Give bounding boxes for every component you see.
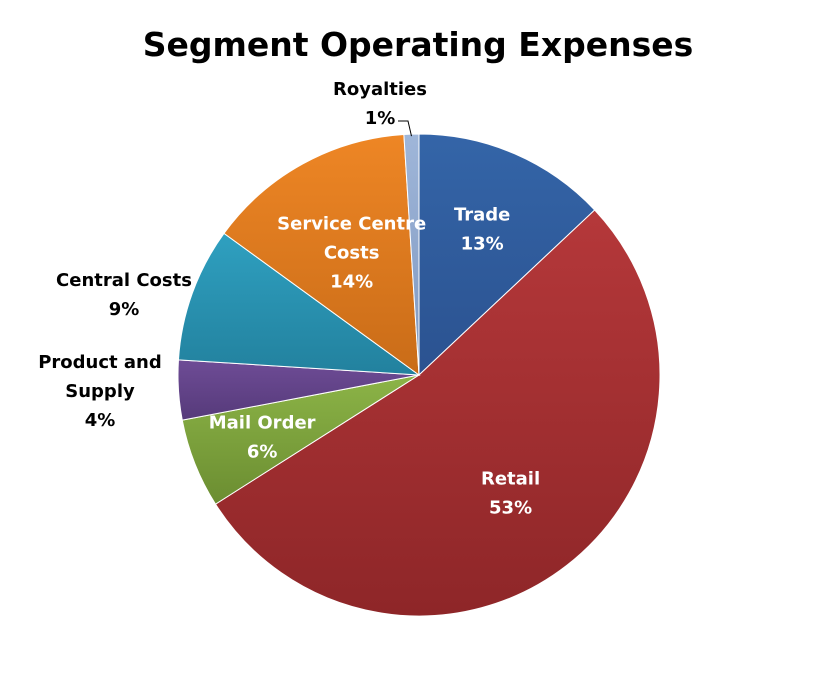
slice-label-product-and-supply: Product and Supply 4%: [38, 352, 162, 431]
slice-label-mail-order: Mail Order 6%: [209, 413, 316, 463]
slice-value-label: 14%: [330, 272, 373, 293]
slice-name-label: Mail Order: [209, 413, 316, 434]
slice-label-retail: Retail 53%: [481, 469, 540, 519]
slice-value-label: 4%: [85, 410, 116, 431]
slice-label-service-centre-costs: Service Centre Costs 14%: [277, 214, 426, 293]
slice-label-central-costs: Central Costs 9%: [56, 270, 192, 320]
slice-value-label: 1%: [365, 108, 396, 129]
pie-slices: [177, 133, 661, 617]
slice-name-label: Service Centre: [277, 214, 426, 235]
slice-label-trade: Trade 13%: [454, 205, 510, 255]
slice-value-label: 13%: [461, 234, 504, 255]
slice-value-label: 9%: [109, 299, 140, 320]
slice-label-royalties: Royalties 1%: [333, 79, 427, 129]
slice-name-label: Costs: [324, 243, 380, 264]
slice-name-label: Royalties: [333, 79, 427, 100]
slice-name-label: Trade: [454, 205, 510, 226]
slice-name-label: Retail: [481, 469, 540, 490]
slice-value-label: 6%: [247, 442, 278, 463]
pie-labels: Trade 13% Retail 53% Mail Order 6% Product and…: [38, 79, 540, 519]
pie-slice-trade: [418, 133, 596, 377]
slice-value-label: 53%: [489, 498, 532, 519]
pie-slice-retail: [214, 209, 661, 617]
slice-name-label: Product and: [38, 352, 162, 373]
pie-slice-service-centre-costs: [223, 133, 420, 377]
slice-name-label: Supply: [65, 381, 135, 402]
chart-title: Segment Operating Expenses: [143, 25, 694, 64]
pie-slice-central-costs: [177, 232, 421, 376]
slice-name-label: Central Costs: [56, 270, 192, 291]
leader-line-royalties: [398, 120, 412, 137]
